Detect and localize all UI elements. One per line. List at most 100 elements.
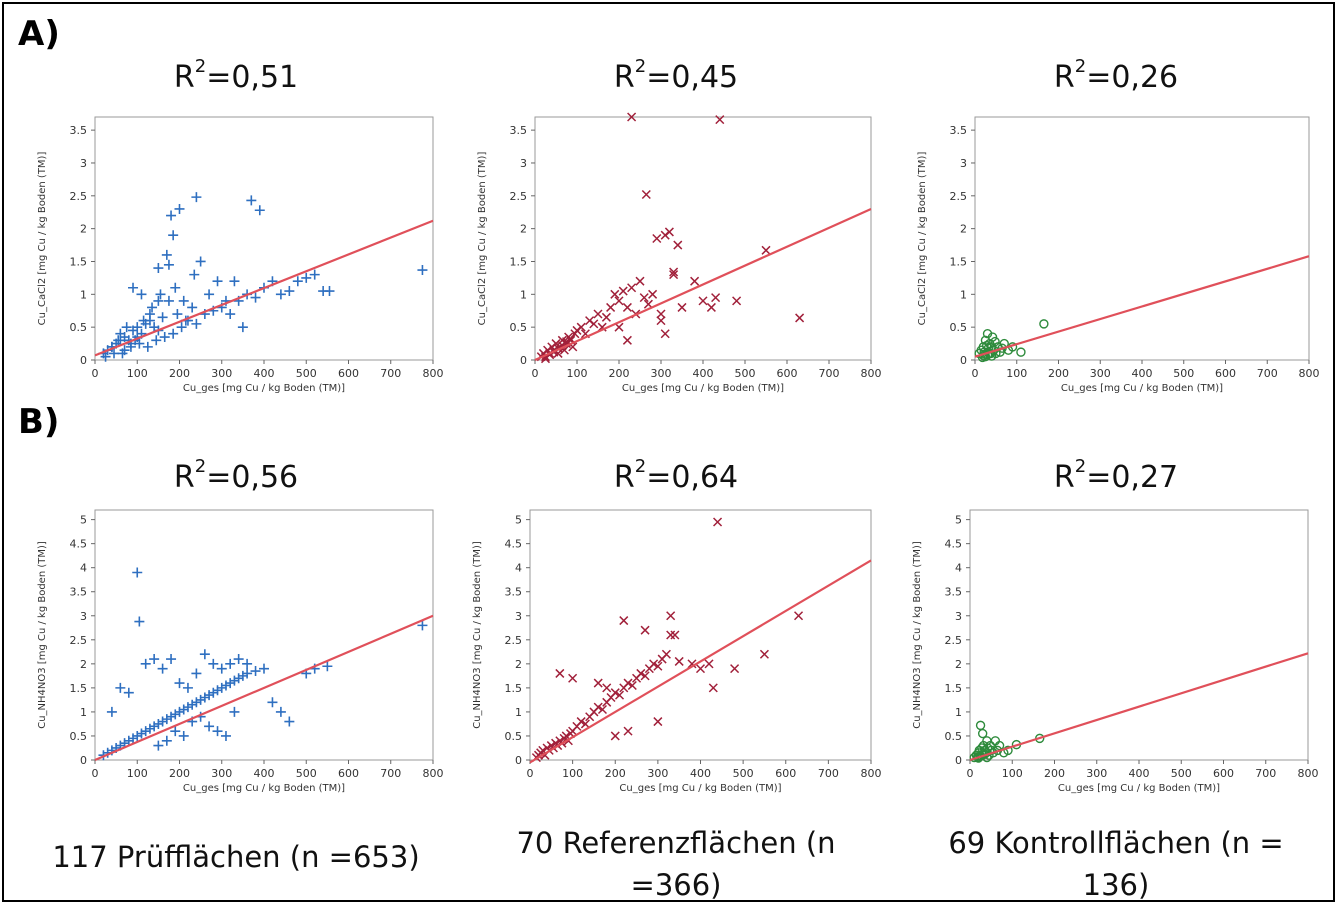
- data-point: [677, 302, 687, 312]
- data-point: [168, 328, 179, 339]
- data-point: [113, 335, 124, 346]
- data-point: [182, 702, 193, 713]
- data-point: [166, 210, 177, 221]
- data-point: [178, 730, 189, 741]
- y-tick-label: 0.5: [950, 321, 968, 334]
- y-tick-label: 3.5: [70, 124, 88, 137]
- data-point: [151, 335, 162, 346]
- y-tick-label: 2: [960, 223, 967, 236]
- data-point: [664, 227, 674, 237]
- data-point: [220, 730, 231, 741]
- data-point: [601, 312, 611, 322]
- data-point: [132, 730, 143, 741]
- y-tick-label: 2.5: [950, 190, 968, 203]
- data-point: [204, 721, 215, 732]
- y-tick-label: 0.5: [510, 321, 528, 334]
- x-tick-label: 400: [254, 367, 275, 380]
- data-point: [229, 276, 240, 287]
- data-point: [225, 309, 236, 320]
- x-tick-label: 0: [532, 367, 539, 380]
- data-point: [713, 517, 723, 527]
- data-point: [640, 671, 650, 681]
- x-tick-label: 800: [423, 767, 444, 780]
- data-point: [618, 286, 628, 296]
- data-point: [216, 682, 227, 693]
- data-point: [132, 322, 143, 333]
- data-point: [187, 302, 198, 313]
- regression-line: [94, 614, 434, 762]
- data-point: [191, 697, 202, 708]
- caption-kontrollflaechen: 69 Kontrollflächen (n = 136): [948, 826, 1284, 902]
- regression-line: [969, 652, 1309, 762]
- data-point: [639, 293, 649, 303]
- data-point: [576, 322, 586, 332]
- data-point: [161, 249, 172, 260]
- data-point: [168, 230, 179, 241]
- x-axis-title: Cu_ges [mg Cu / kg Boden (TM)]: [1058, 783, 1220, 794]
- data-point: [161, 714, 172, 725]
- data-point: [242, 658, 253, 669]
- plot-area-frame: [969, 509, 1309, 761]
- data-point: [660, 329, 670, 339]
- data-point: [147, 302, 158, 313]
- data-point: [153, 263, 164, 274]
- x-tick-label: 300: [1086, 767, 1107, 780]
- data-point: [580, 719, 590, 729]
- caption-pruefflaechen: 117 Prüfflächen (n =653): [52, 840, 420, 874]
- data-point: [589, 319, 599, 329]
- x-tick-label: 400: [693, 367, 714, 380]
- data-point: [115, 682, 126, 693]
- data-point: [593, 309, 603, 319]
- data-point: [614, 690, 625, 700]
- data-point: [606, 302, 616, 312]
- data-point: [246, 195, 257, 206]
- y-tick-label: 3.5: [950, 124, 968, 137]
- plot-area-frame: [974, 116, 1310, 361]
- x-tick-label: 500: [735, 367, 756, 380]
- data-point: [636, 668, 646, 678]
- data-point: [191, 668, 202, 679]
- r2-title-b2: R2=0,64: [613, 456, 739, 495]
- data-point: [132, 567, 143, 578]
- data-point: [761, 245, 771, 255]
- data-point: [225, 658, 236, 669]
- r2-title-b3: R2=0,27: [1053, 456, 1179, 495]
- data-point: [172, 309, 183, 320]
- data-point: [706, 302, 716, 312]
- data-point: [795, 313, 805, 323]
- x-tick-label: 700: [1255, 767, 1276, 780]
- data-point: [166, 711, 177, 722]
- data-point: [987, 332, 998, 342]
- y-tick-label: 0: [955, 754, 962, 767]
- r2-title-a3: R2=0,26: [1053, 56, 1179, 95]
- data-point: [622, 335, 632, 345]
- data-point: [640, 625, 650, 635]
- y-tick-label: 2.5: [510, 190, 528, 203]
- y-tick-label: 2.5: [70, 634, 88, 647]
- data-point: [610, 731, 620, 741]
- y-axis-title: Cu_NH4NO3 [mg Cu / kg Boden (TM)]: [37, 541, 48, 729]
- data-point: [153, 740, 164, 751]
- data-point: [975, 720, 986, 731]
- data-point: [670, 630, 680, 640]
- y-tick-label: 1.5: [70, 682, 88, 695]
- data-point: [661, 649, 671, 659]
- x-axis-title: Cu_ges [mg Cu / kg Boden (TM)]: [1061, 383, 1223, 394]
- data-point: [242, 668, 253, 679]
- data-point: [174, 203, 185, 214]
- data-point: [174, 706, 185, 717]
- data-point: [119, 345, 130, 356]
- data-point: [163, 295, 174, 306]
- r2-title-a2: R2=0,45: [613, 56, 739, 95]
- x-axis-title: Cu_ges [mg Cu / kg Boden (TM)]: [183, 783, 345, 794]
- data-point: [157, 663, 168, 674]
- data-point: [648, 289, 658, 299]
- data-point: [627, 112, 637, 122]
- row-label-b: B): [18, 402, 60, 442]
- data-point: [191, 192, 202, 203]
- y-tick-label: 5: [515, 514, 522, 527]
- data-point: [233, 654, 244, 665]
- data-point: [134, 616, 145, 627]
